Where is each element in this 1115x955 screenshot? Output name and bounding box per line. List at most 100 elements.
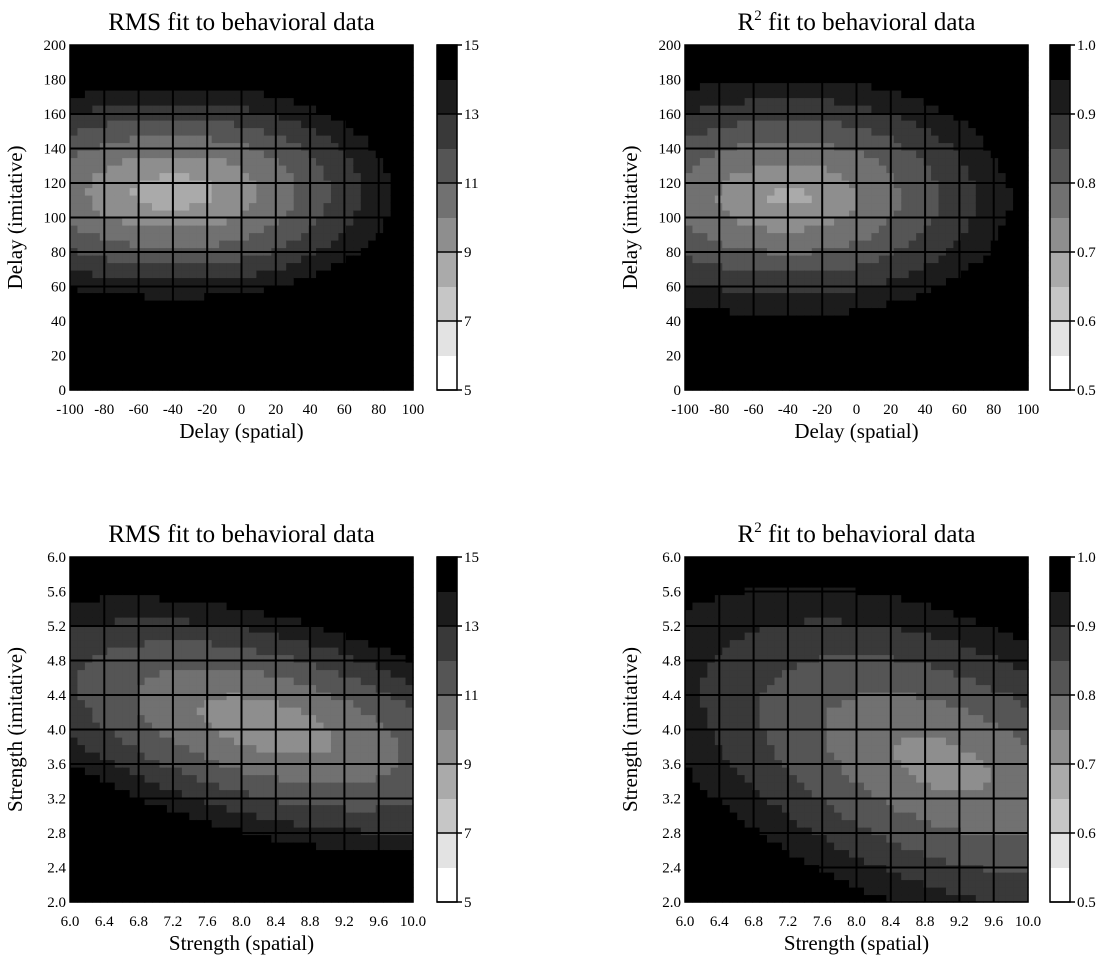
heatmap-cell <box>931 285 940 294</box>
heatmap-cell <box>811 255 820 264</box>
heatmap-cell <box>938 277 947 286</box>
heatmap-cell <box>878 232 887 241</box>
heatmap-cell <box>353 165 362 174</box>
heatmap-cell <box>70 647 79 656</box>
heatmap-cell <box>137 827 146 836</box>
heatmap-cell <box>107 240 116 249</box>
heatmap-cell <box>114 315 123 324</box>
heatmap-cell <box>278 105 287 114</box>
heatmap-cell <box>77 849 86 858</box>
heatmap-cell <box>923 217 932 226</box>
heatmap-cell <box>84 692 93 701</box>
heatmap-cell <box>923 127 932 136</box>
heatmap-cell <box>114 52 123 61</box>
heatmap-cell <box>781 307 790 316</box>
heatmap-cell <box>390 97 399 106</box>
heatmap-cell <box>863 60 873 69</box>
heatmap-cell <box>301 112 310 121</box>
heatmap-cell <box>114 337 123 346</box>
heatmap-cell <box>144 97 153 106</box>
heatmap-cell <box>70 307 79 316</box>
heatmap-cell <box>338 60 347 69</box>
heatmap-cell <box>789 360 798 369</box>
heatmap-cell <box>375 232 384 241</box>
heatmap-cell <box>737 285 746 294</box>
heatmap-cell <box>1005 127 1014 136</box>
heatmap-cell <box>248 127 258 136</box>
heatmap-cell <box>144 827 153 836</box>
heatmap-cell <box>323 67 332 76</box>
heatmap-cell <box>316 67 325 76</box>
heatmap-cell <box>256 360 265 369</box>
heatmap-cell <box>826 367 835 376</box>
heatmap-cell <box>84 262 93 271</box>
heatmap-cell <box>938 45 947 54</box>
heatmap-cell <box>752 277 761 286</box>
heatmap-cell <box>107 609 116 618</box>
heatmap-cell <box>293 127 302 136</box>
heatmap-cell <box>122 315 131 324</box>
heatmap-cell <box>330 97 340 106</box>
heatmap-cell <box>301 150 310 159</box>
heatmap-cell <box>878 157 887 166</box>
heatmap-cell <box>152 812 161 821</box>
heatmap-cell <box>893 127 902 136</box>
heatmap-cell <box>92 360 101 369</box>
heatmap-cell <box>226 300 235 309</box>
heatmap-cell <box>226 225 235 234</box>
heatmap-cell <box>744 307 753 316</box>
heatmap-cell <box>729 172 738 181</box>
heatmap-cell <box>114 572 123 581</box>
heatmap-cell <box>871 285 880 294</box>
heatmap-cell <box>137 255 146 264</box>
heatmap-cell <box>181 112 190 121</box>
heatmap-cell <box>263 360 272 369</box>
heatmap-cell <box>234 97 243 106</box>
heatmap-cell <box>685 300 694 309</box>
heatmap-cell <box>70 345 79 354</box>
heatmap-cell <box>241 195 250 204</box>
heatmap-cell <box>960 105 969 114</box>
heatmap-cell <box>92 232 101 241</box>
heatmap-cell <box>129 714 138 723</box>
heatmap-cell <box>70 322 79 331</box>
heatmap-cell <box>137 819 146 828</box>
heatmap-cell <box>826 120 835 129</box>
heatmap-cell <box>699 202 708 211</box>
heatmap-cell <box>263 97 272 106</box>
heatmap-cell <box>77 557 86 566</box>
heatmap-cell <box>70 609 79 618</box>
heatmap-cell <box>916 172 925 181</box>
heatmap-cell <box>323 285 332 294</box>
heatmap-cell <box>878 202 887 211</box>
heatmap-cell <box>968 360 977 369</box>
heatmap-cell <box>796 292 805 301</box>
heatmap-cell <box>707 52 716 61</box>
heatmap-cell <box>122 707 131 716</box>
heatmap-cell <box>122 722 131 731</box>
heatmap-cell <box>759 97 768 106</box>
heatmap-cell <box>152 382 161 391</box>
heatmap-cell <box>983 157 992 166</box>
heatmap-cell <box>752 337 761 346</box>
heatmap-cell <box>84 707 93 716</box>
heatmap-cell <box>752 345 761 354</box>
heatmap-cell <box>767 360 776 369</box>
heatmap-cell <box>114 285 123 294</box>
heatmap-cell <box>77 812 86 821</box>
heatmap-cell <box>789 292 798 301</box>
heatmap-cell <box>908 135 917 144</box>
heatmap-cell <box>181 225 190 234</box>
heatmap-cell <box>330 330 340 339</box>
heatmap-cell <box>122 579 131 588</box>
heatmap-cell <box>878 330 887 339</box>
heatmap-cell <box>174 330 183 339</box>
heatmap-cell <box>129 172 138 181</box>
heatmap-cell <box>286 60 295 69</box>
heatmap-cell <box>744 187 753 196</box>
heatmap-cell <box>893 330 902 339</box>
heatmap-cell <box>707 172 716 181</box>
heatmap-cell <box>729 202 738 211</box>
heatmap-cell <box>308 150 317 159</box>
heatmap-cell <box>189 382 198 391</box>
